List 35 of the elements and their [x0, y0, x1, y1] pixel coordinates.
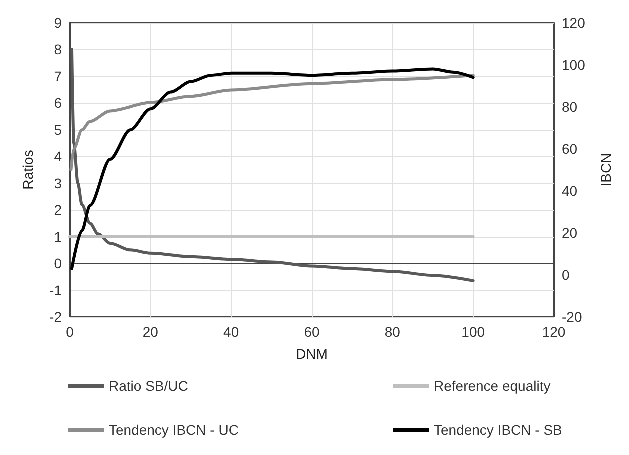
y-tick-label: 7 — [54, 68, 62, 84]
x-tick-label: 0 — [66, 324, 74, 340]
x-tick-label: 120 — [542, 324, 566, 340]
y2-tick-label: 40 — [562, 183, 578, 199]
y-tick-label: 9 — [54, 15, 62, 31]
legend-label: Tendency IBCN - UC — [109, 422, 239, 438]
y-tick-label: 0 — [54, 256, 62, 272]
x-tick-label: 80 — [384, 324, 401, 340]
x-tick-label: 100 — [462, 324, 486, 340]
legend-label: Tendency IBCN - SB — [434, 422, 562, 438]
x-tick-label: 60 — [304, 324, 320, 340]
legend-label: Reference equality — [434, 378, 551, 394]
x-tick-label: 40 — [224, 324, 240, 340]
y-tick-label: -1 — [50, 282, 62, 298]
y-tick-label: 3 — [54, 175, 62, 192]
y2-tick-label: 0 — [562, 267, 570, 283]
y2-tick-label: 20 — [562, 225, 578, 241]
y2-axis-title: IBCN — [598, 153, 614, 187]
line-series — [70, 74, 475, 172]
y2-tick-label: 100 — [562, 57, 586, 73]
y-axis-title: Ratios — [20, 150, 36, 190]
y-tick-label: 4 — [54, 148, 62, 165]
y2-tick-label: 60 — [562, 141, 578, 157]
x-tick-label: 20 — [142, 324, 159, 340]
y2-tick-label: 120 — [562, 15, 586, 31]
y2-tick-label: 80 — [562, 99, 578, 115]
y-tick-label: 1 — [54, 228, 62, 245]
x-axis-title: DNM — [296, 346, 328, 362]
y-tick-label: -2 — [50, 309, 62, 325]
y-tick-label: 5 — [54, 122, 62, 138]
y-tick-label: 8 — [54, 42, 62, 58]
y2-tick-label: -20 — [562, 309, 582, 325]
y-tick-label: 2 — [54, 202, 62, 218]
legend-label: Ratio SB/UC — [109, 378, 188, 394]
y-tick-label: 6 — [54, 95, 62, 112]
